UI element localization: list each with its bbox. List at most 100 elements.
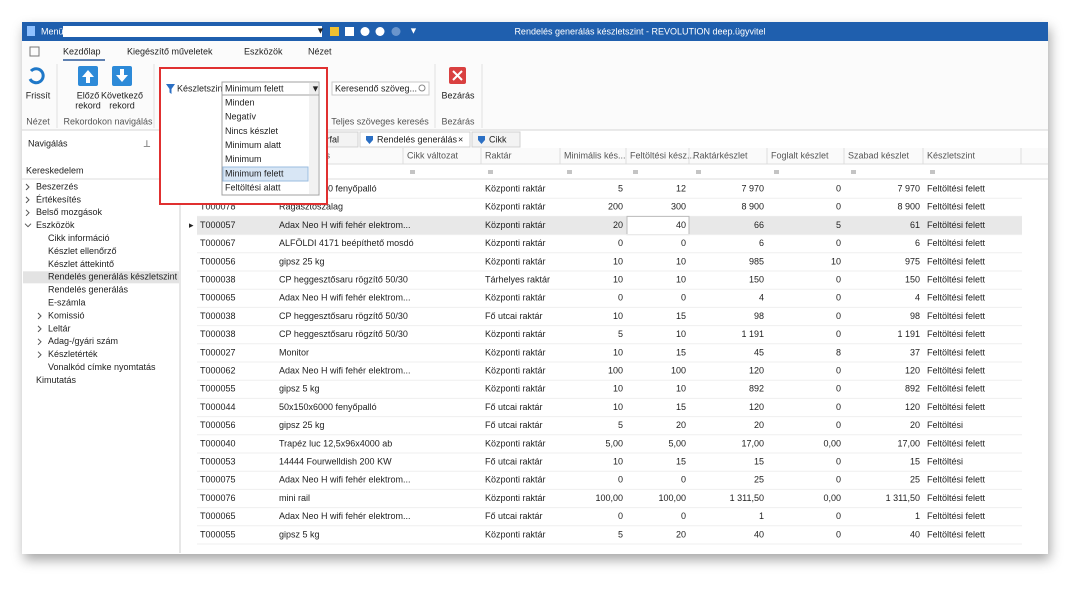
expand-arrow[interactable]: [25, 196, 30, 204]
filter-label: Készletszint: [177, 83, 226, 93]
menu-combo[interactable]: [63, 26, 322, 37]
cell: 15: [910, 456, 920, 466]
dropdown-option[interactable]: Feltöltési alatt: [225, 183, 281, 193]
cell: Feltöltési felett: [927, 220, 986, 230]
column-header[interactable]: Foglalt készlet: [771, 150, 829, 160]
doc-tab[interactable]: [471, 131, 521, 148]
cell: gipsz 5 kg: [279, 529, 320, 539]
refresh-icon[interactable]: [28, 67, 45, 85]
ribbon-tab[interactable]: Kiegészítő műveletek: [127, 46, 213, 56]
expand-arrow[interactable]: [37, 351, 42, 359]
tab-close[interactable]: ×: [458, 134, 463, 144]
cell: 892: [749, 384, 764, 394]
cell: gipsz 5 kg: [279, 384, 320, 394]
selected-row: [197, 216, 1022, 235]
nav-item[interactable]: Adag-/gyári szám: [48, 336, 118, 346]
prev-button[interactable]: rekord: [75, 100, 101, 110]
prev-button[interactable]: Előző: [77, 90, 100, 100]
expand-arrow[interactable]: [25, 183, 30, 191]
qa-refresh[interactable]: [391, 27, 401, 36]
ribbon-tab[interactable]: Kezdőlap: [63, 46, 101, 56]
cell: 0: [681, 238, 686, 248]
app-icon: [27, 26, 35, 36]
search-box[interactable]: [331, 81, 430, 96]
expand-arrow[interactable]: [25, 209, 30, 217]
nav-item[interactable]: Készletérték: [48, 349, 98, 359]
cell: 10: [613, 384, 623, 394]
dropdown-option[interactable]: Nincs készlet: [225, 126, 279, 136]
nav-item[interactable]: Cikk információ: [48, 233, 110, 243]
nav-item[interactable]: E-számla: [48, 297, 86, 307]
cell: Központi raktár: [485, 347, 546, 357]
nav-item[interactable]: Rendelés generálás készletszint: [48, 272, 178, 282]
nav-item[interactable]: Készlet áttekintő: [48, 259, 114, 269]
next-button[interactable]: Következő: [101, 90, 143, 100]
column-header[interactable]: Készletszint: [927, 150, 976, 160]
group-label: Rekordokon navigálás: [63, 116, 153, 126]
file-menu[interactable]: [29, 46, 40, 57]
column-header[interactable]: Raktárkészlet: [693, 150, 748, 160]
column-header[interactable]: Minimális kés...: [564, 150, 626, 160]
refresh-button[interactable]: Frissít: [26, 90, 51, 100]
nav-item[interactable]: Értékesítés: [36, 194, 82, 204]
nav-item[interactable]: Beszerzés: [36, 181, 79, 191]
cell: 1 191: [741, 329, 764, 339]
column-header[interactable]: Szabad készlet: [848, 150, 910, 160]
doc-tab-label[interactable]: Cikk: [489, 134, 507, 144]
cell: 5: [618, 420, 623, 430]
collapse-arrow[interactable]: [24, 223, 32, 228]
dropdown-options: Minden Negatív Nincs készlet Minimum alatt M…: [222, 97, 309, 193]
cell: 0: [618, 511, 623, 521]
cell: gipsz 25 kg: [279, 256, 325, 266]
nav-item[interactable]: Leltár: [48, 323, 71, 333]
cell: Monitor: [279, 347, 309, 357]
header-row: [185, 148, 1048, 164]
nav-item[interactable]: Készlet ellenőrző: [48, 246, 117, 256]
pin-button[interactable]: ⊥: [143, 138, 151, 148]
cell: Feltöltési felett: [927, 384, 986, 394]
expand-arrow[interactable]: [37, 312, 42, 320]
cell: 0: [836, 238, 841, 248]
doc-tab[interactable]: [359, 131, 471, 148]
qa-down[interactable]: [375, 27, 385, 36]
column-header[interactable]: Cikk változat: [407, 150, 459, 160]
cell: Központi raktár: [485, 202, 546, 212]
cell: Központi raktár: [485, 293, 546, 303]
qa-more[interactable]: ▼: [409, 25, 418, 35]
combo-button[interactable]: [309, 83, 318, 94]
doc-tab-label[interactable]: Rendelés generálás: [377, 134, 458, 144]
dropdown-option[interactable]: Minimum felett: [225, 168, 284, 178]
close-button[interactable]: Bezárás: [441, 90, 475, 100]
ribbon-tab[interactable]: Eszközök: [244, 46, 283, 56]
dropdown-option[interactable]: Negatív: [225, 112, 257, 122]
expand-arrow[interactable]: [37, 325, 42, 333]
column-header[interactable]: Feltöltési kész...: [630, 150, 695, 160]
column-header[interactable]: Raktár: [485, 150, 512, 160]
cell: 0,00: [823, 493, 841, 503]
dropdown-option[interactable]: Minimum alatt: [225, 140, 282, 150]
cell: T000038: [200, 329, 236, 339]
doc-tab-label[interactable]: zerfal: [317, 134, 339, 144]
dropdown-option[interactable]: Minden: [225, 97, 255, 107]
cell: 5,00: [605, 438, 623, 448]
next-button[interactable]: rekord: [109, 100, 135, 110]
nav-item[interactable]: Kimutatás: [36, 375, 77, 385]
nav-item[interactable]: Eszközök: [36, 220, 75, 230]
qa-icon[interactable]: [330, 27, 339, 36]
dropdown-option[interactable]: Minimum: [225, 154, 262, 164]
arrow-down: [116, 69, 128, 82]
filter-value: Minimum felett: [225, 83, 284, 93]
cell: 10: [676, 256, 686, 266]
qa-icon[interactable]: [345, 27, 354, 36]
window-title: Rendelés generálás készletszint - REVOLU…: [514, 26, 765, 36]
nav-item[interactable]: Belső mozgások: [36, 207, 103, 217]
cell: 10: [676, 384, 686, 394]
expand-arrow[interactable]: [37, 338, 42, 346]
scrollbar[interactable]: [309, 96, 318, 194]
nav-item[interactable]: Komissió: [48, 310, 85, 320]
nav-item[interactable]: Rendelés generálás: [48, 285, 129, 295]
qa-up[interactable]: [360, 27, 370, 36]
nav-item[interactable]: Vonalkód címke nyomtatás: [48, 362, 156, 372]
ribbon-tab[interactable]: Nézet: [308, 46, 332, 56]
combo-arrow: ▼: [316, 25, 325, 35]
